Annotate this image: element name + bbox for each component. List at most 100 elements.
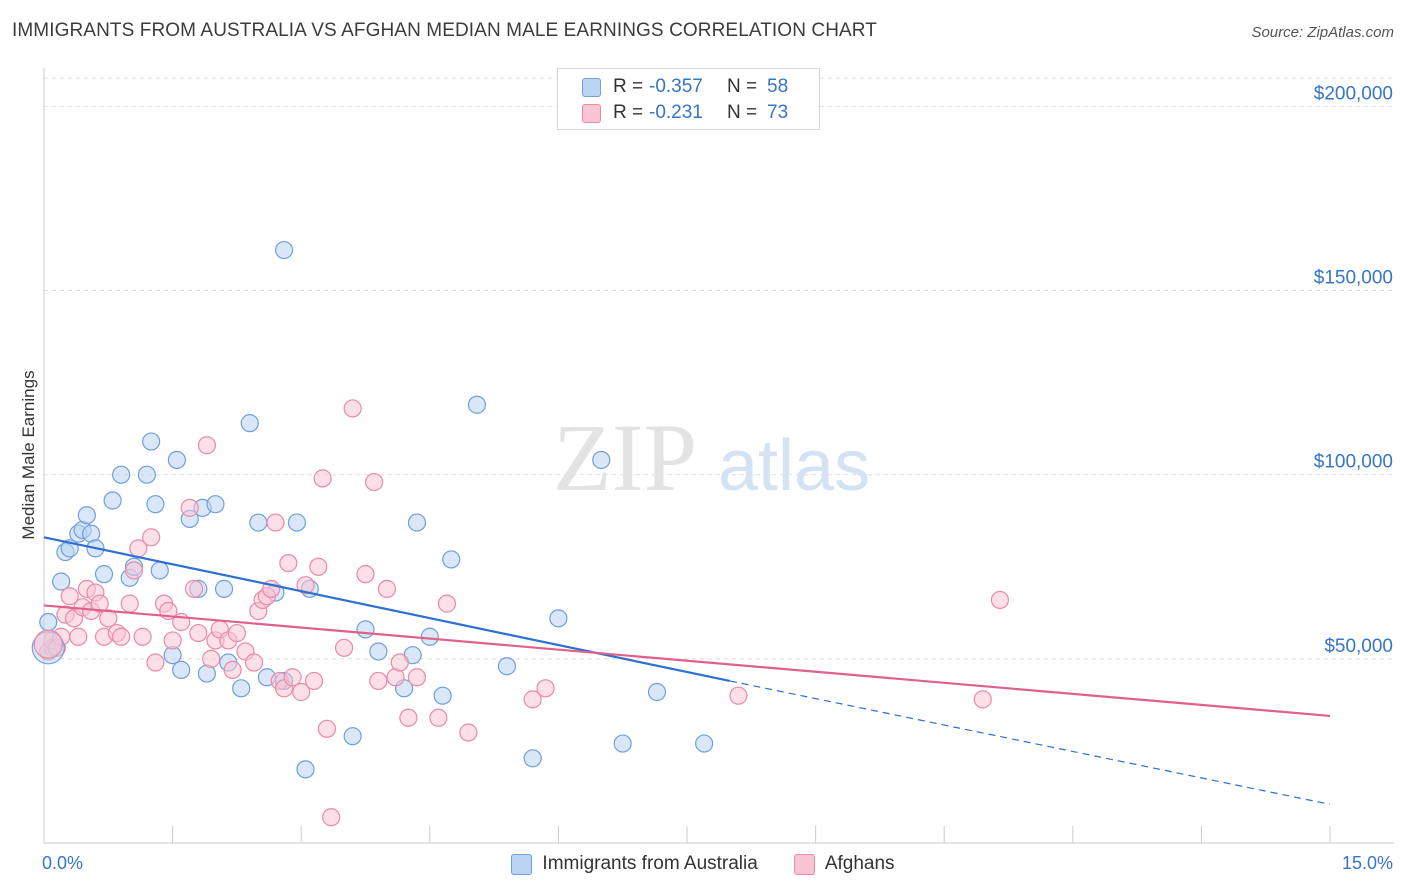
point-afghans (390, 653, 409, 672)
point-australia (103, 491, 122, 510)
point-afghans (377, 579, 397, 598)
point-afghans (279, 553, 298, 573)
source-label: Source: ZipAtlas.com (1251, 24, 1394, 41)
point-australia (249, 513, 268, 532)
point-australia (206, 495, 225, 514)
point-australia (523, 749, 542, 768)
point-afghans (202, 649, 221, 668)
point-australia (39, 612, 58, 632)
point-australia (296, 760, 315, 779)
point-afghans (304, 671, 324, 691)
r-label: R = (613, 76, 644, 97)
point-afghans (729, 686, 748, 705)
tick-labels: $50,000 $100,000 $150,000 $200,000 0.0% 15.0% (42, 83, 1393, 873)
point-afghans (227, 623, 246, 643)
series-legend: Immigrants from Australia Afghans (0, 850, 1406, 878)
point-afghans (266, 513, 285, 532)
x-tick-label-min: 0.0% (42, 853, 83, 873)
point-afghans (163, 631, 182, 650)
point-afghans (244, 653, 264, 672)
point-afghans (407, 668, 427, 687)
n-value: 73 (767, 102, 789, 123)
point-afghans (99, 609, 118, 628)
point-afghans (429, 708, 448, 727)
point-afghans (309, 557, 328, 576)
point-australia (52, 572, 71, 591)
point-australia (77, 506, 96, 525)
point-australia (240, 414, 259, 433)
point-afghans (223, 660, 242, 680)
point-afghans (334, 638, 354, 657)
point-afghans (184, 579, 204, 598)
point-afghans (437, 594, 457, 613)
watermark: ZIP atlas (553, 404, 870, 511)
point-australia (369, 642, 388, 661)
point-afghans (60, 587, 79, 606)
point-afghans (90, 594, 109, 613)
y-tick-label: $50,000 (1324, 636, 1393, 657)
trend-line-australia (43, 536, 731, 683)
point-australia (172, 660, 191, 680)
point-australia (592, 450, 611, 470)
point-australia (146, 495, 165, 514)
point-afghans (112, 627, 131, 646)
point-afghans (399, 708, 418, 727)
swatch-afghans (582, 103, 601, 123)
point-australia (167, 450, 186, 470)
point-afghans (283, 668, 302, 687)
point-australia (647, 682, 667, 702)
point-australia (420, 627, 439, 646)
point-australia (232, 679, 251, 698)
point-afghans (973, 690, 992, 709)
legend-swatch-afghans (793, 853, 815, 875)
point-australia (442, 550, 461, 569)
point-australia (549, 609, 568, 628)
point-australia (214, 579, 234, 598)
point-australia (287, 513, 307, 532)
point-australia (142, 432, 161, 451)
y-tick-label: $150,000 (1314, 268, 1393, 289)
point-australia (497, 657, 517, 676)
point-afghans (317, 719, 337, 738)
point-afghans (146, 653, 165, 672)
stats-row-afghans: R = -0.231 N = 73 (582, 100, 788, 126)
watermark-zip: ZIP (553, 404, 697, 511)
point-australia (407, 513, 427, 532)
r-value: -0.231 (649, 102, 703, 123)
point-afghans (120, 594, 139, 613)
point-australia (137, 465, 156, 484)
point-afghans (33, 629, 63, 659)
point-afghans (296, 576, 315, 595)
point-afghans (536, 679, 555, 698)
point-australia (150, 561, 169, 580)
point-australia (695, 734, 714, 753)
watermark-atlas: atlas (718, 426, 870, 506)
point-afghans (292, 682, 311, 702)
legend-item-australia[interactable]: Immigrants from Australia (511, 853, 758, 875)
point-afghans (369, 671, 388, 691)
point-afghans (990, 590, 1010, 610)
point-australia (94, 565, 114, 584)
point-afghans (343, 399, 362, 418)
n-label: N = (727, 102, 758, 123)
point-afghans (313, 469, 332, 488)
point-australia (613, 734, 632, 753)
trend-line-australia-extension (729, 680, 1331, 805)
x-tick-label-max: 15.0% (1342, 853, 1393, 873)
point-afghans (189, 623, 208, 643)
axes (43, 68, 1394, 844)
legend-label-afghans: Afghans (824, 853, 895, 874)
point-afghans (69, 627, 88, 646)
trend-lines (43, 536, 1331, 805)
point-afghans (133, 627, 152, 646)
point-australia (343, 727, 362, 746)
n-label: N = (727, 76, 758, 97)
y-tick-label: $200,000 (1314, 83, 1393, 104)
legend-item-afghans[interactable]: Afghans (793, 853, 895, 875)
legend-swatch-australia (511, 853, 533, 875)
point-australia (112, 465, 131, 484)
swatch-australia (582, 77, 601, 97)
r-value: -0.357 (649, 76, 703, 97)
point-afghans (197, 436, 216, 455)
